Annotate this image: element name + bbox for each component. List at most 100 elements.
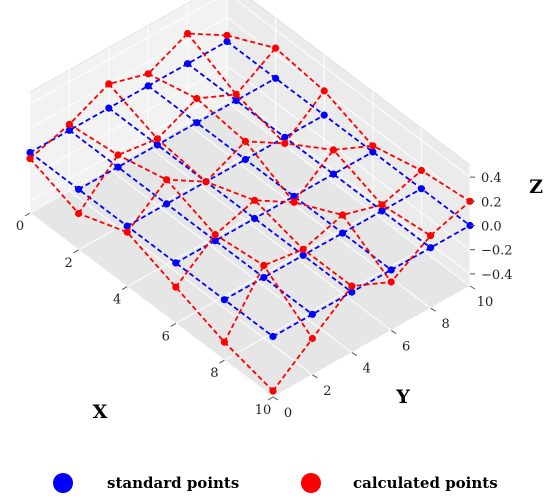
data-point: [232, 90, 240, 98]
x-tick-label: 2: [64, 256, 72, 271]
data-point: [193, 94, 201, 103]
data-point: [241, 155, 249, 164]
x-tick-mark: [73, 249, 79, 254]
series-line-col: [68, 129, 313, 316]
x-tick-mark: [121, 286, 128, 291]
data-point: [308, 334, 316, 343]
data-point: [308, 310, 316, 318]
x-tick-label: 8: [210, 366, 218, 381]
y-tick-label: 6: [402, 339, 410, 354]
data-point: [269, 387, 277, 395]
y-tick-label: 8: [441, 317, 449, 332]
grid-line-y: [147, 25, 392, 331]
data-point: [153, 141, 161, 149]
data-point: [387, 266, 395, 274]
x-tick-mark: [267, 396, 274, 401]
y-tick-mark: [430, 307, 436, 312]
data-point: [144, 82, 152, 90]
y-axis-label: Y: [395, 386, 410, 408]
z-axis: −0.4 −0.2 0.0 0.2 0.4: [470, 171, 513, 283]
data-point: [202, 178, 210, 186]
z-tick-label: 0.0: [481, 220, 502, 235]
series-line-col: [68, 123, 314, 339]
series-line-row: [175, 151, 374, 264]
data-point: [272, 44, 280, 52]
data-point: [223, 31, 231, 39]
data-point: [281, 133, 289, 141]
data-point: [105, 80, 113, 88]
data-point: [241, 137, 249, 145]
data-point: [269, 332, 277, 341]
data-point: [339, 229, 347, 237]
series-line-row: [78, 77, 277, 191]
y-tick-label: 10: [477, 295, 494, 310]
plot-area: [26, 29, 474, 395]
y-tick-label: 0: [284, 406, 292, 421]
data-point: [251, 214, 259, 223]
series-line-row: [29, 32, 228, 160]
x-tick-mark: [219, 359, 225, 364]
data-point: [260, 273, 268, 282]
z-tick-label: 0.4: [481, 171, 502, 186]
grid-line-y: [108, 47, 353, 353]
series-line-col: [147, 85, 392, 271]
y-tick-mark: [469, 285, 476, 290]
y-tick-mark: [312, 374, 318, 379]
series-line-col: [226, 34, 471, 203]
series-line-row: [272, 200, 471, 392]
data-point: [369, 142, 377, 150]
series-line-col: [226, 40, 471, 227]
data-point: [211, 237, 219, 245]
legend-label-calculated: calculated points: [353, 474, 498, 492]
data-point: [26, 155, 34, 163]
data-point: [114, 163, 122, 171]
y-tick-mark: [390, 329, 397, 334]
z-tick-label: −0.4: [481, 268, 513, 283]
x-tick-label: 10: [255, 403, 272, 418]
series-line-row: [29, 40, 228, 154]
x-tick-label: 0: [16, 219, 24, 234]
data-point: [299, 251, 307, 259]
series-line-row: [175, 144, 373, 288]
z-tick-label: −0.2: [481, 244, 513, 259]
y-axis: 0 2 4 6 8 10: [272, 285, 494, 421]
series-line-row: [77, 47, 277, 215]
y-tick-label: 4: [363, 362, 371, 377]
data-point: [290, 198, 298, 206]
series-line-col: [108, 107, 353, 293]
data-point: [378, 207, 386, 215]
series-line-row: [126, 90, 325, 233]
series-line-row: [223, 169, 422, 343]
x-tick-label: 6: [162, 329, 170, 344]
data-point: [65, 126, 73, 134]
series-line-row: [272, 224, 471, 338]
data-point: [75, 209, 83, 218]
z-axis-label: Z: [529, 176, 543, 198]
legend-marker-calculated: [301, 473, 321, 493]
data-point: [417, 185, 425, 193]
y-tick-label: 2: [323, 384, 331, 399]
legend-marker-standard: [53, 473, 73, 493]
y-tick-mark: [272, 396, 279, 401]
data-point: [65, 120, 73, 128]
x-axis: 0 2 4 6 8 10: [16, 212, 274, 418]
data-point: [251, 196, 259, 204]
data-point: [339, 211, 347, 219]
data-point: [123, 228, 131, 236]
data-point: [272, 74, 280, 82]
z-tick-label: 0.2: [481, 195, 502, 210]
data-point: [329, 170, 337, 178]
data-point: [193, 119, 201, 127]
data-point: [123, 222, 131, 230]
data-point: [184, 29, 192, 38]
grid-line-z: [29, 89, 471, 275]
data-point: [163, 176, 171, 184]
series-line-row: [223, 187, 422, 301]
grid-line-y: [187, 3, 431, 309]
data-point: [223, 37, 231, 46]
data-point: [153, 135, 161, 143]
data-point: [26, 148, 34, 157]
data-point: [260, 261, 268, 269]
data-point: [163, 200, 171, 208]
data-point: [299, 245, 307, 253]
